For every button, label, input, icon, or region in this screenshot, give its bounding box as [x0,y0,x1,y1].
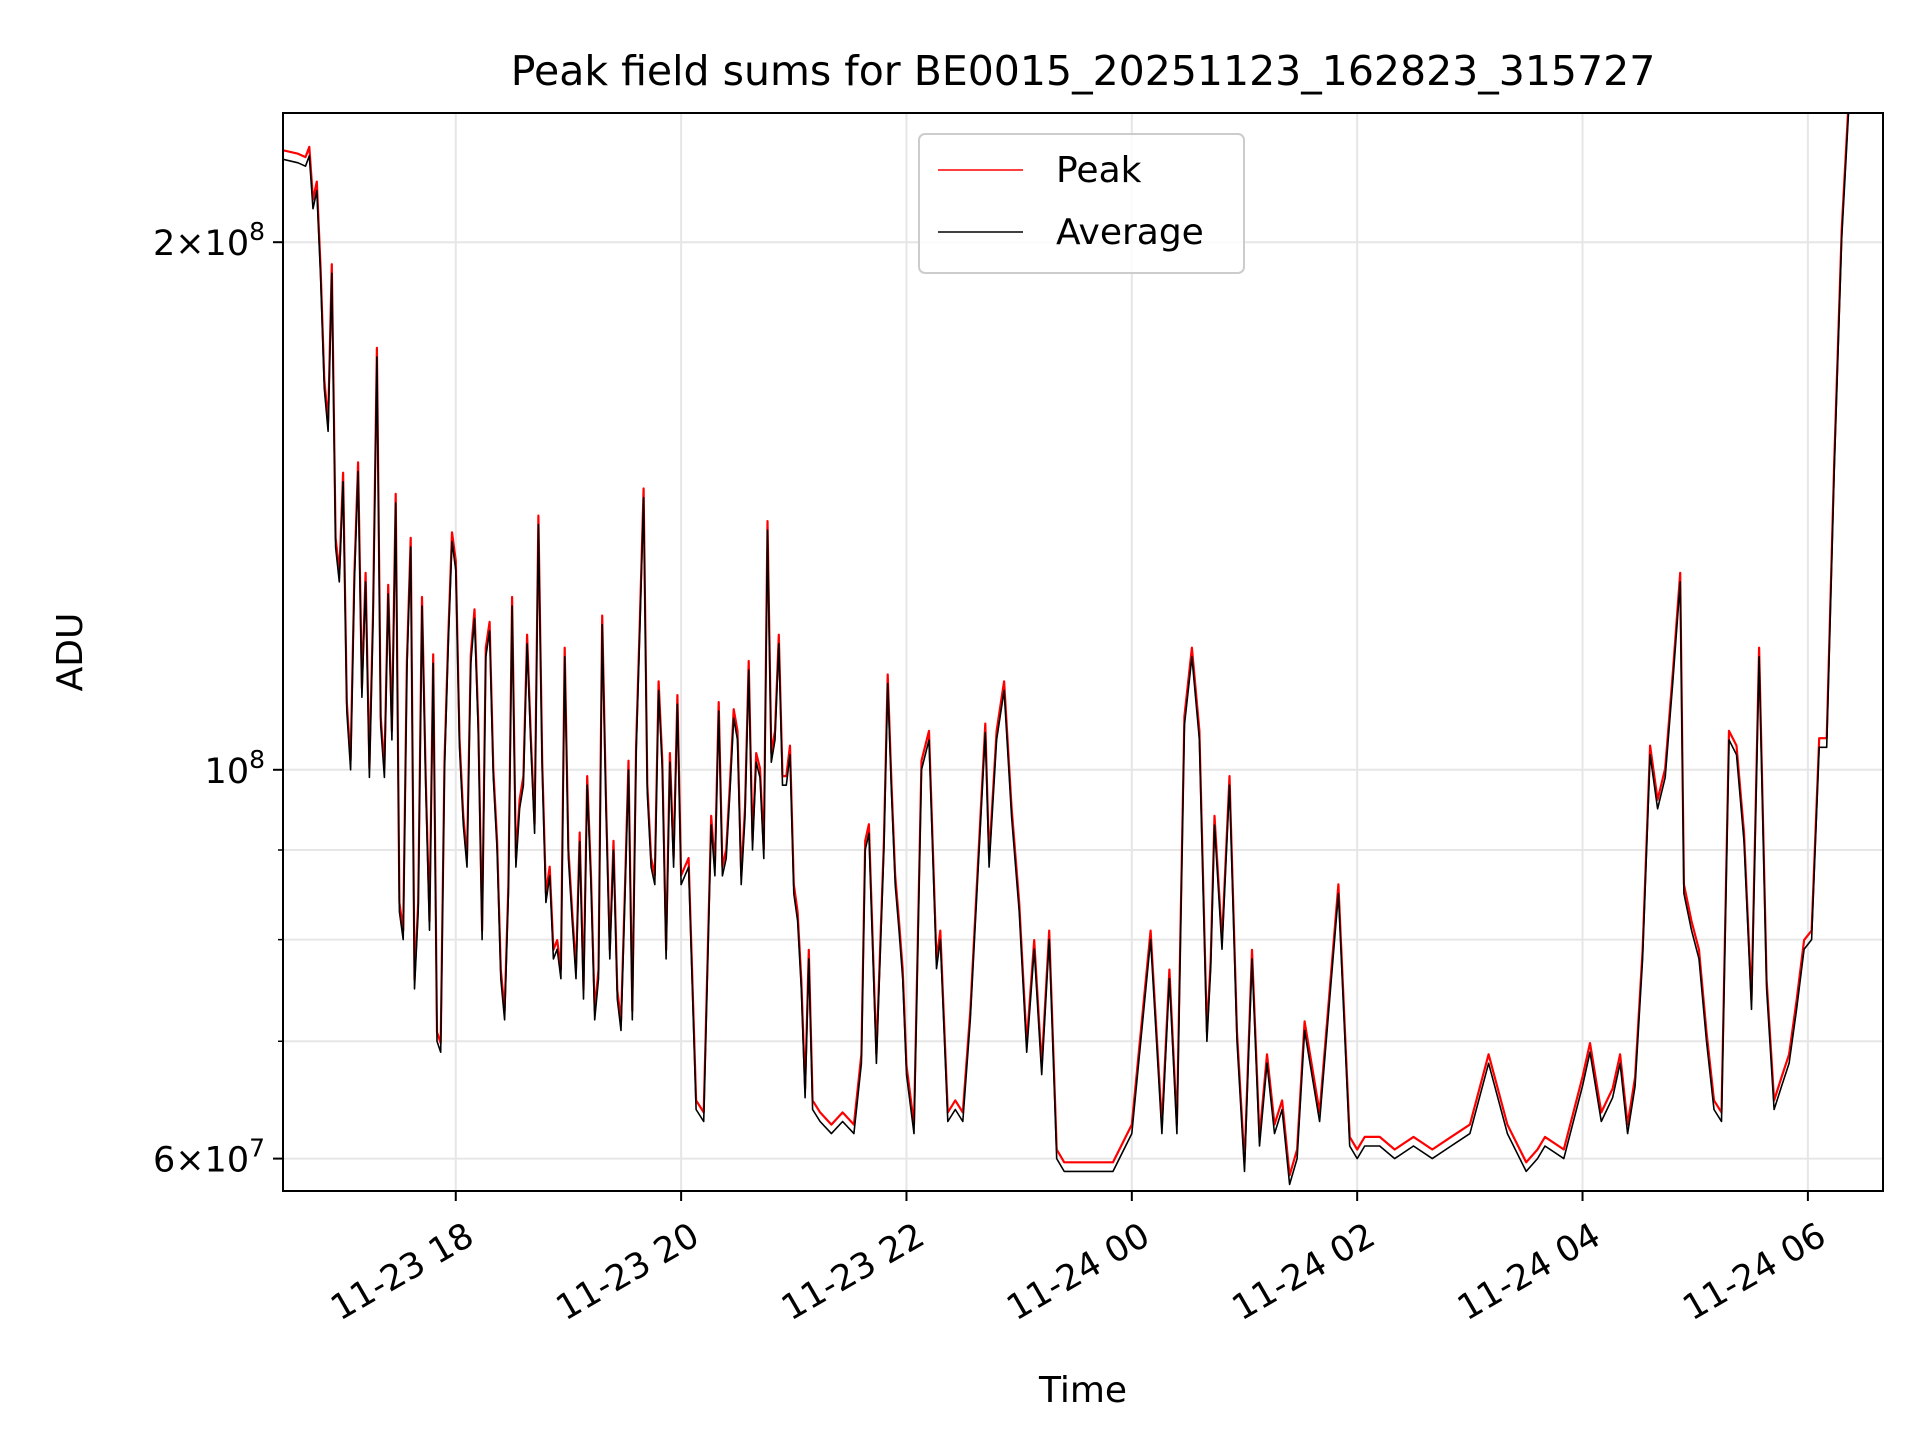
x-axis-label: Time [1038,1370,1127,1411]
legend-label-average: Average [1056,212,1204,253]
x-tick-label: 11-24 00 [1000,1216,1156,1329]
x-tick-label: 11-23 18 [324,1216,480,1329]
x-tick-label: 11-23 20 [550,1216,706,1329]
plot-frame [282,112,1884,1192]
x-tick-label: 11-24 02 [1226,1216,1382,1329]
chart-title: Peak field sums for BE0015_20251123_1628… [511,47,1656,95]
x-tick-label: 11-24 06 [1676,1216,1832,1329]
series-line-average [283,113,1850,1186]
legend: Peak Average [918,133,1245,274]
x-tick-label: 11-24 04 [1451,1216,1607,1329]
y-axis-label: ADU [50,613,91,692]
series-line-peak [283,113,1850,1177]
legend-box [918,133,1245,274]
y-tick-label: 2×108 [153,217,265,264]
y-tick-label: 6×107 [153,1134,265,1181]
legend-label-peak: Peak [1056,150,1142,191]
x-tick-label: 11-23 22 [775,1216,931,1329]
y-tick-label: 108 [205,745,265,792]
